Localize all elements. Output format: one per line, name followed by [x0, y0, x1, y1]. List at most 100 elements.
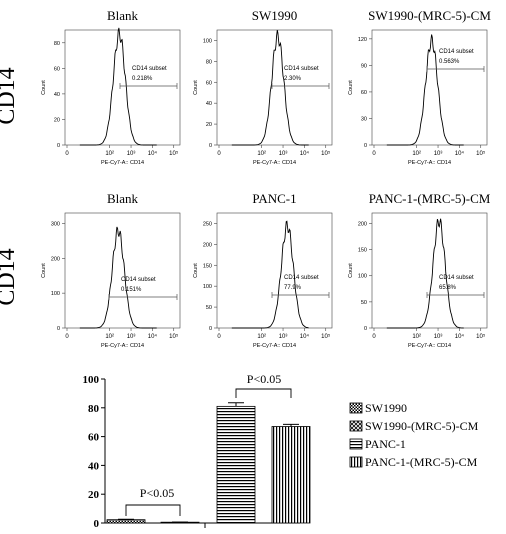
y-tick-label: 0 [209, 143, 212, 149]
x-axis-label: PE-Cy7-A:: CD14 [408, 343, 451, 349]
row-label-2: CD14 [0, 248, 20, 305]
y-tick-label: 60 [206, 80, 212, 86]
x-tick-label: 10² [105, 334, 114, 340]
legend-swatch [349, 456, 363, 468]
y-tick-label: 300 [51, 221, 60, 227]
x-tick-label: 0 [372, 334, 376, 340]
histogram-title: PANC-1-(MRC-5)-CM [369, 191, 491, 206]
x-tick-label: 10² [412, 334, 421, 340]
bar-y-tick-label: 20 [88, 489, 100, 501]
histogram-panel: Blank 0 100 200 300 Count 0 10² 10³ 10⁴ 10⁵ PE-Cy7-… [41, 191, 181, 349]
y-tick-label: 0 [364, 326, 367, 332]
histogram-panel: SW1990 0 20 40 60 80 100 Count 0 10² 10³ 10⁴ 10⁵ PE-C… [193, 8, 333, 166]
histogram-title: SW1990-(MRC-5)-CM [368, 8, 491, 23]
gate-label: CD14 subset [439, 275, 474, 281]
bar [216, 405, 256, 524]
gate-label: CD14 subset [284, 275, 319, 281]
row-label-1: CD14 [0, 67, 20, 124]
x-tick-label: 0 [65, 151, 69, 157]
histogram-curve [79, 27, 157, 146]
legend-swatch [349, 402, 363, 414]
histogram-panel: SW1990-(MRC-5)-CM 0 30 60 90 120 Count 0 10² 10³ 1… [348, 8, 491, 166]
significance-label: P<0.05 [247, 372, 281, 386]
y-tick-label: 90 [361, 63, 367, 69]
histogram-frame [371, 29, 488, 146]
bar [106, 519, 146, 524]
x-tick-label: 10⁵ [321, 150, 331, 157]
histogram-frame [371, 212, 488, 329]
y-axis-label: Count [193, 263, 199, 278]
y-tick-label: 120 [358, 37, 367, 43]
y-tick-label: 200 [203, 242, 212, 248]
histogram-title: Blank [107, 191, 139, 206]
legend-swatch [349, 420, 363, 432]
x-tick-label: 10⁴ [300, 150, 310, 157]
histogram-frame [64, 212, 181, 329]
x-tick-label: 10⁴ [148, 333, 158, 340]
x-tick-label: 10³ [279, 334, 288, 340]
y-axis-label: Count [193, 80, 199, 95]
y-tick-label: 100 [203, 38, 212, 44]
histogram-panel: PANC-1-(MRC-5)-CM 0 50 100 150 200 Count 0 10² 10… [348, 191, 491, 349]
legend-label: SW1990 [365, 401, 407, 415]
y-tick-label: 40 [206, 101, 212, 107]
histogram-title: PANC-1 [252, 191, 296, 206]
gate-label: CD14 subset [132, 66, 167, 72]
histogram-panel: Blank 0 20 40 60 80 Count 0 10² 10³ 10⁴ 10⁵ PE-Cy7-A… [41, 8, 181, 166]
gate-value: 0.563% [439, 59, 460, 65]
bar-y-tick-label: 100 [83, 374, 100, 386]
gate-value: 0.151% [121, 287, 142, 293]
gate-value: 65.8% [439, 285, 457, 291]
legend-label: PANC-1 [365, 437, 406, 451]
legend-label: SW1990-(MRC-5)-CM [365, 419, 479, 433]
x-tick-label: 10² [257, 151, 266, 157]
significance-label: P<0.05 [140, 486, 174, 500]
x-tick-label: 10³ [127, 334, 136, 340]
bar [271, 426, 311, 524]
y-tick-label: 200 [51, 256, 60, 262]
significance-bracket [235, 388, 292, 398]
histogram-panel: PANC-1 0 50 100 150 200 250 Count 0 10² 10³ 10⁴ 10⁵ P… [193, 191, 333, 349]
x-tick-label: 10⁵ [321, 333, 331, 340]
y-tick-label: 100 [358, 274, 367, 280]
histogram-frame [216, 29, 333, 146]
histogram-frame [64, 29, 181, 146]
histogram-curve [231, 220, 309, 329]
y-tick-label: 0 [209, 326, 212, 332]
significance-bracket [125, 504, 181, 516]
legend-swatch [349, 438, 363, 450]
y-tick-label: 250 [203, 221, 212, 227]
bar-y-tick-label: 40 [88, 460, 100, 472]
gate-label: CD14 subset [121, 277, 156, 283]
y-tick-label: 200 [358, 221, 367, 227]
x-tick-label: 10³ [279, 151, 288, 157]
x-tick-label: 0 [372, 151, 376, 157]
y-tick-label: 0 [57, 326, 60, 332]
x-axis-label: PE-Cy7-A:: CD14 [253, 343, 296, 349]
legend-label: PANC-1-(MRC-5)-CM [365, 455, 478, 469]
x-tick-label: 10⁴ [455, 333, 465, 340]
y-tick-label: 150 [358, 248, 367, 254]
gate-value: 0.218% [132, 76, 153, 82]
y-axis-label: Count [348, 80, 354, 95]
bar-chart: 0 20 40 60 80 100 P<0.05 P<0.05 SW1990 SW1990-(MR… [83, 372, 479, 530]
x-tick-label: 10² [105, 151, 114, 157]
y-tick-label: 50 [206, 305, 212, 311]
y-axis-label: Count [41, 80, 47, 95]
bar-y-tick-label: 0 [94, 518, 100, 530]
histogram-curve [386, 218, 464, 329]
histogram-curve [386, 34, 464, 146]
gate-value: 77.9% [284, 285, 302, 291]
y-tick-label: 20 [206, 122, 212, 128]
histogram-panels: Blank 0 20 40 60 80 Count 0 10² 10³ 10⁴ 10⁵ PE-Cy7-A… [41, 8, 491, 349]
y-tick-label: 60 [54, 66, 60, 72]
y-axis-label: Count [348, 263, 354, 278]
bar-y-tick-label: 80 [88, 403, 100, 415]
histogram-title: SW1990 [252, 8, 298, 23]
y-tick-label: 30 [361, 116, 367, 122]
x-tick-label: 10² [412, 151, 421, 157]
x-axis-label: PE-Cy7-A:: CD14 [408, 160, 451, 166]
x-tick-label: 10³ [434, 151, 443, 157]
bar-y-tick-label: 60 [88, 432, 100, 444]
histogram-frame [216, 212, 333, 329]
